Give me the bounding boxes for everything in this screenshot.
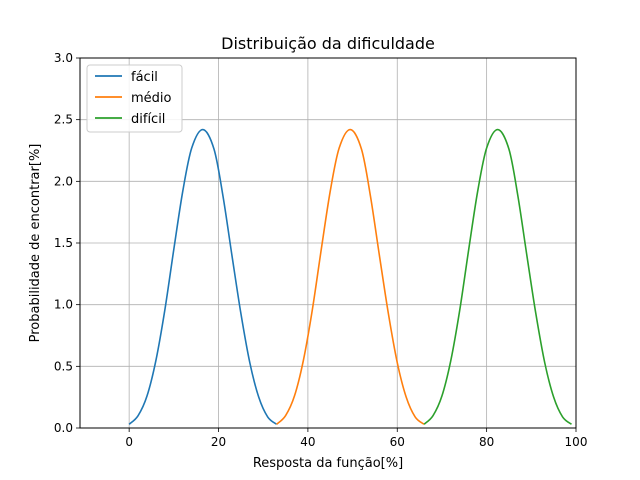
x-tick-label: 20: [211, 435, 226, 449]
y-tick-label: 1.5: [54, 236, 73, 250]
series-layer: [128, 128, 573, 425]
y-tick-label: 3.0: [54, 51, 73, 65]
y-tick-label: 0.0: [54, 421, 73, 435]
x-tick-label: 60: [390, 435, 405, 449]
series-line-2: [423, 128, 573, 425]
series-line-0: [128, 128, 278, 425]
legend-label: fácil: [131, 70, 158, 85]
legend: fácil médio difícil: [86, 64, 183, 133]
x-tick-label: 0: [125, 435, 133, 449]
x-axis-label: Resposta da função[%]: [253, 456, 403, 471]
legend-label: difícil: [131, 112, 165, 127]
x-tick-label: 40: [300, 435, 315, 449]
series-line-1: [276, 128, 425, 425]
y-tick-label: 2.5: [54, 113, 73, 127]
y-axis-label: Probabilidade de encontrar[%]: [28, 144, 43, 343]
legend-box: [86, 64, 183, 133]
legend-label: médio: [131, 91, 172, 106]
x-axis: 0 20 40 60 80 100: [125, 428, 587, 449]
chart-title: Distribuição da dificuldade: [221, 34, 435, 53]
y-tick-label: 2.0: [54, 174, 73, 188]
x-tick-label: 100: [565, 435, 588, 449]
y-tick-label: 1.0: [54, 298, 73, 312]
y-axis: 0.0 0.5 1.0 1.5 2.0 2.5 3.0: [54, 51, 80, 435]
x-tick-label: 80: [479, 435, 494, 449]
y-tick-label: 0.5: [54, 359, 73, 373]
